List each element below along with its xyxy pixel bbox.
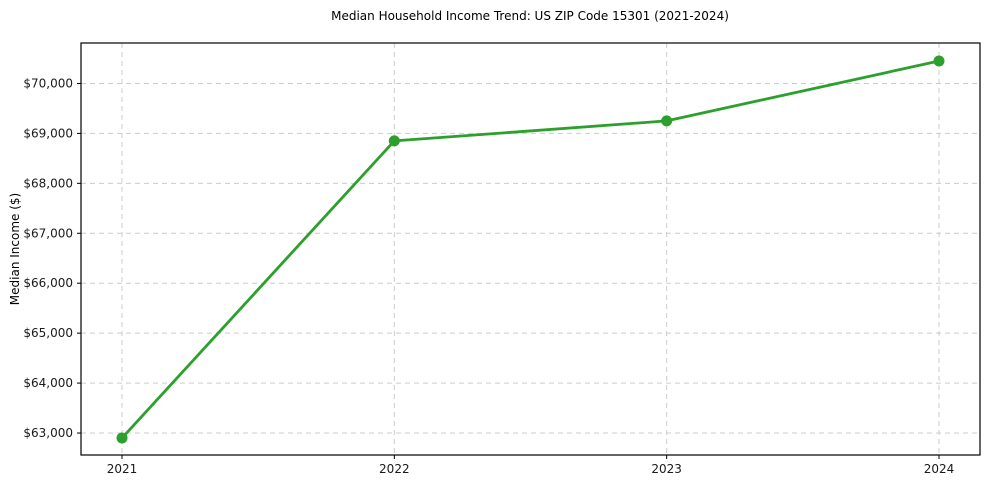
x-tick-label: 2022 bbox=[379, 462, 410, 476]
x-tick-label: 2023 bbox=[651, 462, 682, 476]
y-tick-label: $70,000 bbox=[23, 76, 73, 90]
plot-border bbox=[80, 42, 981, 456]
y-tick-label: $69,000 bbox=[23, 126, 73, 140]
y-tick-label: $64,000 bbox=[23, 376, 73, 390]
y-tick-label: $67,000 bbox=[23, 226, 73, 240]
trend-line bbox=[120, 59, 941, 440]
y-tick-label: $66,000 bbox=[23, 276, 73, 290]
data-point-2024 bbox=[933, 55, 945, 67]
data-point-2023 bbox=[661, 115, 673, 127]
y-tick-label: $65,000 bbox=[23, 326, 73, 340]
data-point-2021 bbox=[116, 432, 128, 444]
chart-title: Median Household Income Trend: US ZIP Co… bbox=[331, 9, 729, 23]
y-tick-label: $68,000 bbox=[23, 176, 73, 190]
x-tick-label: 2024 bbox=[924, 462, 955, 476]
data-point-2022 bbox=[388, 135, 400, 147]
x-tick-label: 2021 bbox=[107, 462, 138, 476]
y-tick-label: $63,000 bbox=[23, 426, 73, 440]
